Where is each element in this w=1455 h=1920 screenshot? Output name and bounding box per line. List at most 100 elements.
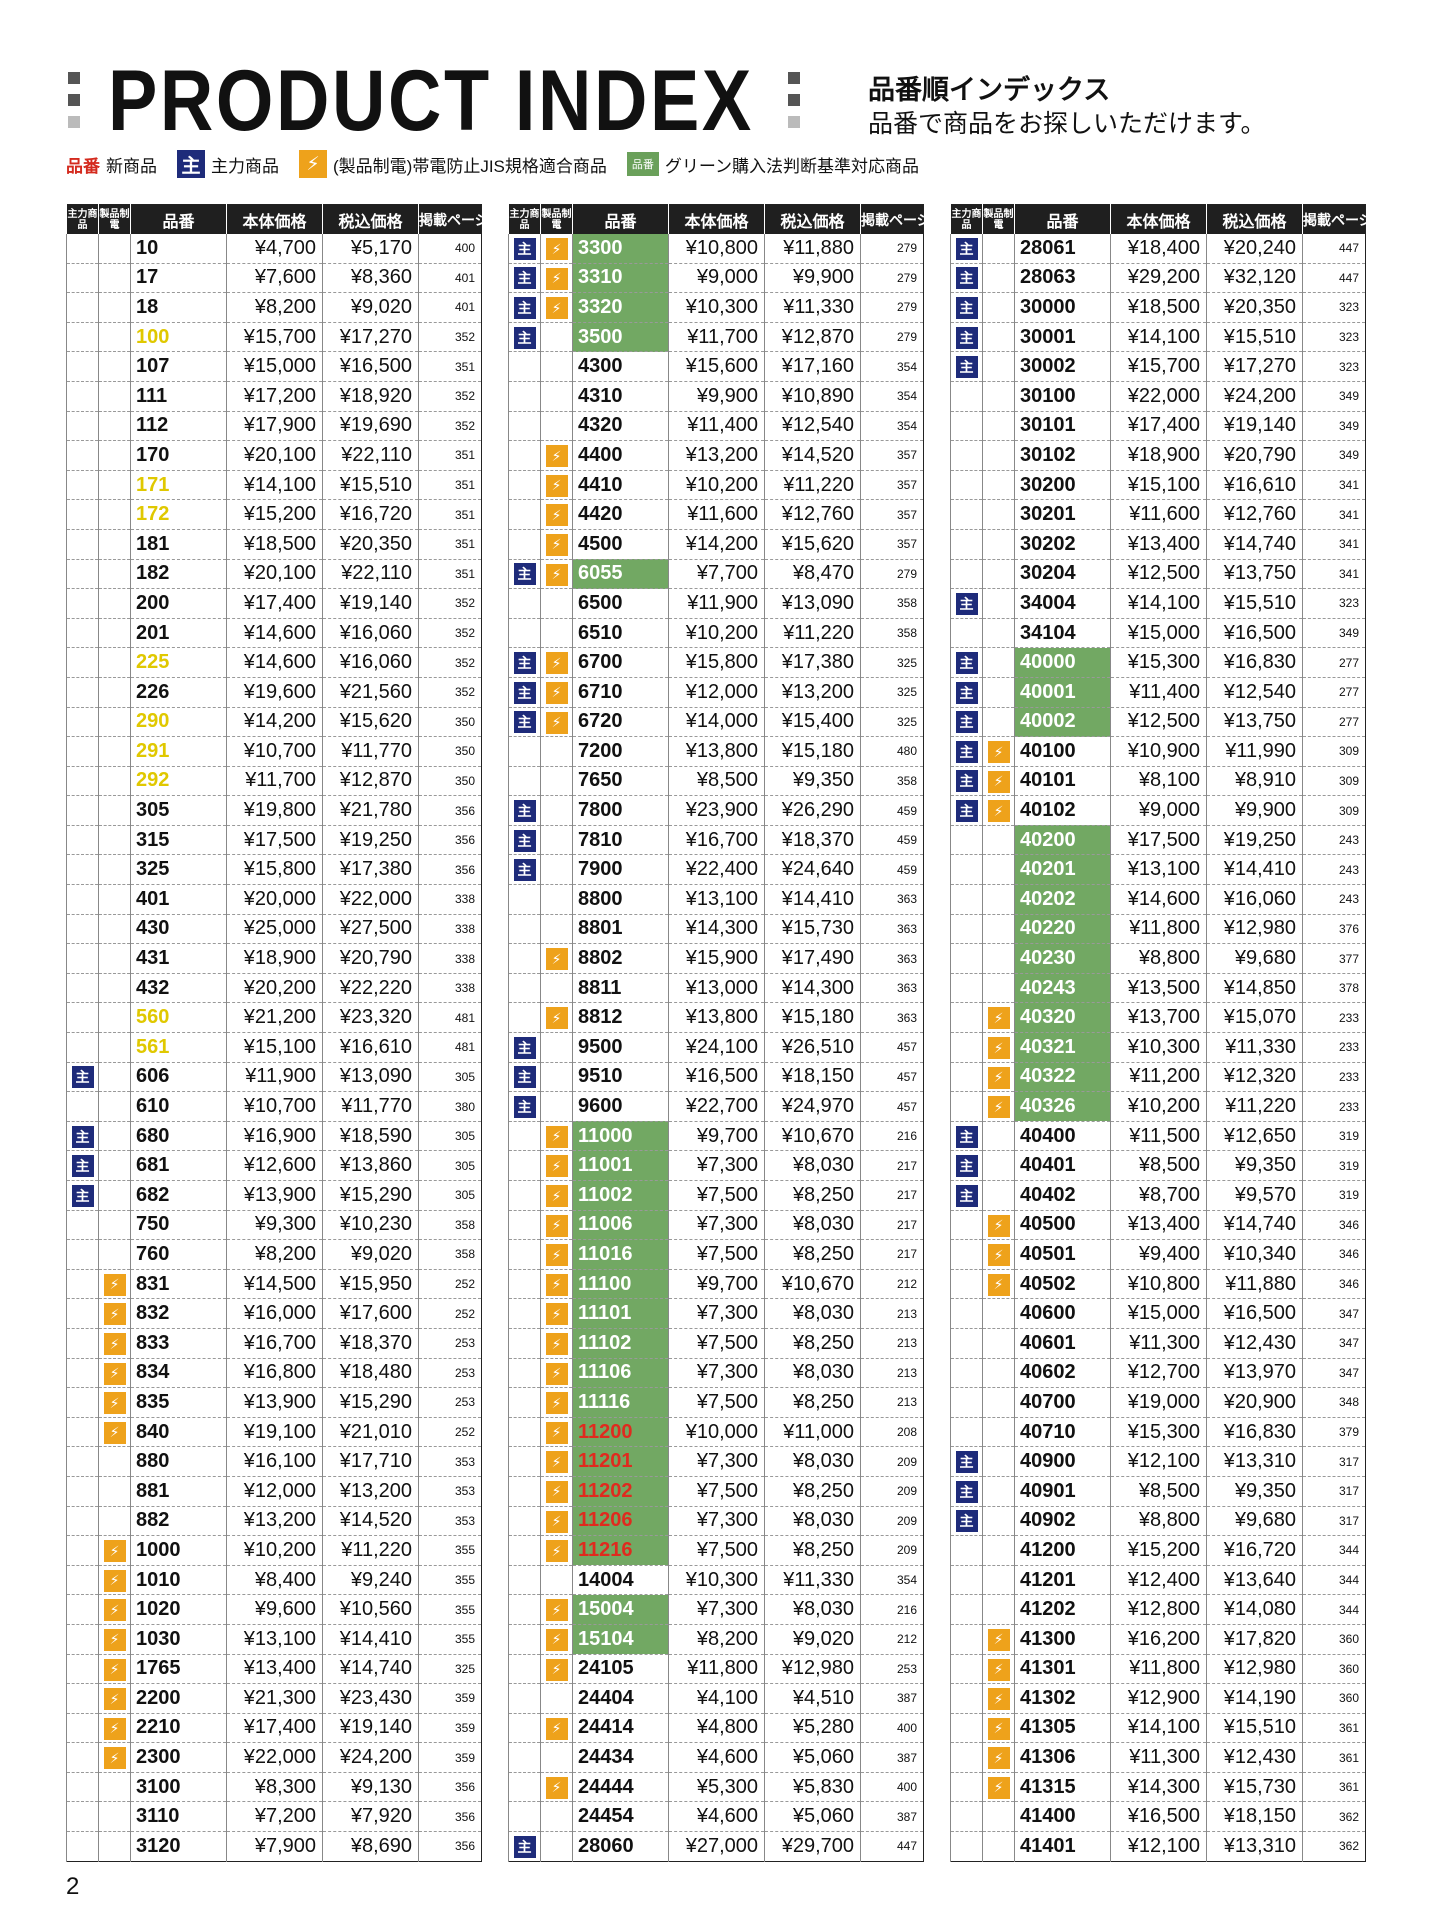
- page-ref: 351: [418, 559, 482, 590]
- table-row: 4310 ¥9,900 ¥10,890 354: [508, 381, 924, 412]
- lightning-icon: ⚡: [103, 1599, 126, 1622]
- main-cell: 主: [66, 1062, 99, 1093]
- main-cell: [950, 559, 983, 590]
- lightning-icon: ⚡: [987, 1658, 1010, 1681]
- header-part-no: 品番: [1014, 204, 1111, 234]
- antistatic-cell: [982, 292, 1015, 323]
- lightning-icon: ⚡: [987, 1214, 1010, 1237]
- base-price: ¥17,500: [1110, 825, 1207, 856]
- table-row: 主 ⚡ 6710 ¥12,000 ¥13,200 325: [508, 677, 924, 708]
- tax-price: ¥16,060: [1206, 884, 1303, 915]
- antistatic-cell: [98, 884, 131, 915]
- main-cell: [66, 440, 99, 471]
- base-price: ¥13,200: [668, 440, 765, 471]
- lightning-icon: ⚡: [103, 1628, 126, 1651]
- table-row: ⚡ 41305 ¥14,100 ¥15,510 361: [950, 1713, 1366, 1744]
- part-number: 7800: [572, 795, 669, 826]
- table-row: ⚡ 40320 ¥13,700 ¥15,070 233: [950, 1002, 1366, 1034]
- page-ref: 349: [1302, 381, 1366, 412]
- table-row: 主 30002 ¥15,700 ¥17,270 323: [950, 351, 1366, 382]
- antistatic-cell: [982, 973, 1015, 1004]
- lightning-icon: ⚡: [545, 1273, 568, 1296]
- page-ref: 352: [418, 588, 482, 619]
- tax-price: ¥10,670: [764, 1121, 861, 1152]
- table-row: 3100 ¥8,300 ¥9,130 356: [66, 1772, 482, 1803]
- antistatic-cell: ⚡: [540, 234, 573, 264]
- tax-price: ¥17,600: [322, 1298, 419, 1329]
- page-ref: 358: [418, 1210, 482, 1241]
- base-price: ¥9,700: [668, 1121, 765, 1152]
- page-ref: 457: [860, 1062, 924, 1093]
- antistatic-cell: [982, 559, 1015, 590]
- antistatic-cell: ⚡: [540, 1298, 573, 1329]
- lightning-icon: ⚡: [545, 1776, 568, 1799]
- page-ref: 355: [418, 1624, 482, 1655]
- antistatic-cell: [540, 381, 573, 412]
- base-price: ¥16,100: [226, 1446, 323, 1477]
- base-price: ¥16,500: [1110, 1801, 1207, 1833]
- base-price: ¥13,900: [226, 1180, 323, 1211]
- part-number: 4300: [572, 351, 669, 382]
- main-cell: [66, 647, 99, 678]
- antistatic-cell: [98, 234, 131, 264]
- base-price: ¥11,800: [1110, 1654, 1207, 1685]
- antistatic-cell: [982, 1358, 1015, 1389]
- part-number: 561: [130, 1032, 227, 1063]
- tax-price: ¥15,400: [764, 707, 861, 738]
- tax-price: ¥10,670: [764, 1269, 861, 1300]
- antistatic-cell: [982, 1387, 1015, 1418]
- base-price: ¥9,600: [226, 1594, 323, 1625]
- tax-price: ¥9,350: [764, 766, 861, 797]
- tax-price: ¥20,350: [1206, 292, 1303, 323]
- page-ref: 447: [860, 1831, 924, 1862]
- tax-price: ¥8,250: [764, 1239, 861, 1270]
- antistatic-cell: ⚡: [98, 1387, 131, 1418]
- page-ref: 360: [1302, 1683, 1366, 1714]
- lightning-icon: ⚡: [987, 1244, 1010, 1267]
- main-cell: [66, 1683, 99, 1714]
- base-price: ¥17,200: [226, 381, 323, 412]
- antistatic-cell: ⚡: [982, 1002, 1015, 1034]
- tax-price: ¥13,640: [1206, 1565, 1303, 1596]
- tax-price: ¥11,330: [1206, 1032, 1303, 1063]
- table-row: 41400 ¥16,500 ¥18,150 362: [950, 1801, 1366, 1833]
- tax-price: ¥19,250: [322, 825, 419, 856]
- tax-price: ¥8,030: [764, 1506, 861, 1537]
- lightning-icon: ⚡: [545, 238, 568, 261]
- antistatic-cell: [982, 677, 1015, 708]
- tax-price: ¥11,220: [322, 1535, 419, 1566]
- tax-price: ¥12,870: [322, 766, 419, 797]
- page-ref: 305: [418, 1180, 482, 1211]
- main-cell: [508, 1476, 541, 1507]
- base-price: ¥11,900: [226, 1062, 323, 1093]
- base-price: ¥15,200: [1110, 1535, 1207, 1566]
- base-price: ¥15,200: [226, 499, 323, 530]
- part-number: 111: [130, 381, 227, 412]
- page-ref: 356: [418, 1772, 482, 1803]
- tax-price: ¥8,030: [764, 1594, 861, 1625]
- table-row: ⚡ 41300 ¥16,200 ¥17,820 360: [950, 1624, 1366, 1655]
- table-row: ⚡ 41301 ¥11,800 ¥12,980 360: [950, 1654, 1366, 1685]
- antistatic-cell: [98, 470, 131, 501]
- part-number: 1765: [130, 1654, 227, 1685]
- main-cell: [508, 914, 541, 945]
- base-price: ¥11,400: [1110, 677, 1207, 708]
- part-number: 1030: [130, 1624, 227, 1655]
- part-number: 11201: [572, 1446, 669, 1477]
- main-product-icon: 主: [955, 1451, 978, 1474]
- lightning-icon: ⚡: [103, 1658, 126, 1681]
- lightning-icon: ⚡: [987, 1688, 1010, 1711]
- lightning-icon: ⚡: [545, 948, 568, 971]
- legend-antistatic: ⚡ (製品制電)帯電防止JIS規格適合商品: [299, 150, 607, 178]
- lightning-icon: ⚡: [987, 1007, 1010, 1030]
- table-row: ⚡ 11202 ¥7,500 ¥8,250 209: [508, 1476, 924, 1507]
- part-number: 3310: [572, 263, 669, 294]
- main-cell: 主: [508, 854, 541, 886]
- main-cell: [66, 499, 99, 530]
- legend-new: 品番 新商品: [66, 152, 157, 177]
- table-row: ⚡ 15004 ¥7,300 ¥8,030 216: [508, 1594, 924, 1625]
- page-ref: 252: [418, 1417, 482, 1448]
- main-cell: 主: [508, 1831, 541, 1862]
- antistatic-cell: ⚡: [98, 1417, 131, 1448]
- antistatic-cell: [98, 292, 131, 323]
